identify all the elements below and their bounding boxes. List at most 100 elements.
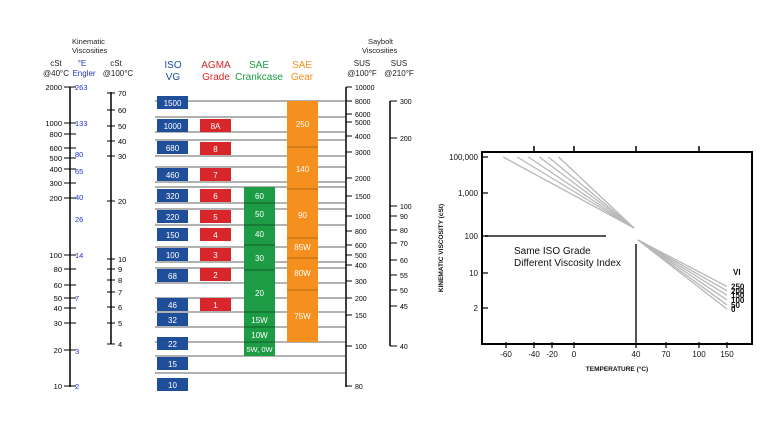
- cst40-tick: 600: [49, 144, 62, 153]
- sus100-header-line2: @100°F: [347, 69, 377, 78]
- iso-grade-box: [157, 119, 188, 132]
- vi-curve-label: 200: [731, 287, 745, 296]
- x-tick-label: -40: [528, 350, 540, 359]
- iso-grade-box: [157, 189, 188, 202]
- sus210-tick: 50: [400, 288, 408, 295]
- sus210-header-line2: @210°F: [384, 69, 414, 78]
- y-tick-label: 10: [469, 269, 478, 278]
- cst40-tick: 50: [54, 294, 62, 303]
- sus100-tick: 5000: [355, 120, 371, 127]
- sus210-tick: 45: [400, 304, 408, 311]
- sus210-axis: 300 200 100 90 80 70 60 55 50 45 40: [390, 99, 412, 351]
- sae-gear-label: 140: [296, 165, 310, 174]
- sus100-tick: 200: [355, 296, 367, 303]
- sus100-tick: 150: [355, 313, 367, 320]
- agma-grade-box: [200, 268, 231, 281]
- cst100-tick: 60: [118, 106, 126, 115]
- sae-crankcase-header-line2: Crankcase: [235, 72, 283, 83]
- iso-grade-label: 680: [166, 144, 180, 153]
- engler-tick: 14: [75, 251, 83, 260]
- iso-grade-label: 22: [168, 340, 177, 349]
- sus210-tick: 70: [400, 241, 408, 248]
- iso-grade-label: 32: [168, 316, 177, 325]
- sae-gear-label: 90: [298, 211, 307, 220]
- sus100-tick: 400: [355, 263, 367, 270]
- sus100-tick: 8000: [355, 99, 371, 106]
- vi-curve-label: 100: [731, 296, 745, 305]
- iso-grade-label: 220: [166, 213, 180, 222]
- cst100-tick: 5: [118, 319, 122, 328]
- cst40-tick: 30: [54, 319, 62, 328]
- cst100-tick: 50: [118, 122, 126, 131]
- kinematic-header-line2: Viscosities: [72, 46, 108, 55]
- iso-vg-column: 1500 1000 680 460 320 220 150 100 68 46 …: [157, 96, 188, 391]
- cst100-tick: 7: [118, 288, 122, 297]
- plot-frame: [481, 151, 753, 345]
- iso-grade-box: [157, 141, 188, 154]
- agma-grade-box: [200, 210, 231, 223]
- sae-crankcase-header-line1: SAE: [249, 60, 269, 71]
- cst40-tick: 40: [54, 304, 62, 313]
- iso-grade-label: 150: [166, 231, 180, 240]
- agma-grade-box: [200, 228, 231, 241]
- cst40-tick: 500: [49, 154, 62, 163]
- agma-grade-label: 6: [213, 192, 218, 201]
- agma-grade-label: 2: [213, 271, 218, 280]
- iso-grade-box: [157, 269, 188, 282]
- engler-tick: 80: [75, 150, 83, 159]
- agma-grade-label: 1: [213, 301, 218, 310]
- cst100-tick: 6: [118, 303, 122, 312]
- cst100-tick: 10: [118, 255, 126, 264]
- saybolt-header-line2: Viscosities: [362, 46, 398, 55]
- sae-crankcase-label: 20: [255, 289, 264, 298]
- sae-crankcase-label: 10W: [251, 331, 268, 340]
- iso-grade-label: 1000: [164, 122, 182, 131]
- iso-grade-box: [157, 168, 188, 181]
- cst100-tick: 70: [118, 89, 126, 98]
- sae-gear-label: 75W: [294, 312, 311, 321]
- sus100-header-line1: SUS: [354, 59, 370, 68]
- iso-grade-box: [157, 298, 188, 311]
- sus100-tick: 10000: [355, 85, 375, 92]
- cst40-tick: 2000: [45, 83, 62, 92]
- y-axis: 100,000 1,000 100 10 2: [449, 153, 488, 313]
- cst40-tick: 400: [49, 165, 62, 174]
- sus100-tick: 300: [355, 279, 367, 286]
- sus210-tick: 80: [400, 228, 408, 235]
- x-tick-label: 150: [720, 350, 734, 359]
- sus100-axis: 10000 8000 6000 5000 4000 3000 2000 1500…: [346, 85, 375, 391]
- agma-grade-label: 3: [213, 251, 218, 260]
- y-axis-title: KINEMATIC VISCOSITY (cSt): [438, 204, 445, 292]
- sus210-tick: 100: [400, 204, 412, 211]
- vi-legend-title: VI: [733, 268, 741, 277]
- y-tick-label: 100: [465, 232, 479, 241]
- viscosity-comparison-chart: Kinematic Viscosities Saybolt Viscositie…: [43, 37, 414, 391]
- sus100-tick: 1000: [355, 214, 371, 221]
- sae-crankcase-label: 50: [255, 210, 264, 219]
- sus210-tick: 90: [400, 214, 408, 221]
- engler-tick: 7: [75, 294, 79, 303]
- cst40-tick: 200: [49, 194, 62, 203]
- x-tick-label: 100: [692, 350, 706, 359]
- engler-tick: 263: [75, 83, 88, 92]
- x-tick-label: 0: [572, 350, 577, 359]
- sae-crankcase-column: 60 50 40 30 20 15W 10W 5W, 0W: [244, 187, 275, 356]
- iso-grade-label: 46: [168, 301, 177, 310]
- x-axis-title: TEMPERATURE (°C): [586, 365, 648, 373]
- engler-tick: 133: [75, 119, 88, 128]
- cst100-tick: 9: [118, 265, 122, 274]
- cst40-tick: 100: [49, 251, 62, 260]
- x-tick-label: -60: [500, 350, 512, 359]
- x-tick-label: 70: [662, 350, 671, 359]
- vi-curve-cold-segment: [528, 156, 635, 229]
- iso-grade-label: 1500: [164, 99, 182, 108]
- sus100-tick: 500: [355, 253, 367, 260]
- iso-header-line2: VG: [166, 72, 181, 83]
- agma-grade-box: [200, 248, 231, 261]
- engler-axis: 263 133 80 65 40 26 14 7 3 2: [75, 83, 88, 391]
- sus100-tick: 6000: [355, 112, 371, 119]
- x-axis: -60 -40 -20 0 40 70 100 150: [500, 146, 734, 359]
- sus100-tick: 1500: [355, 194, 371, 201]
